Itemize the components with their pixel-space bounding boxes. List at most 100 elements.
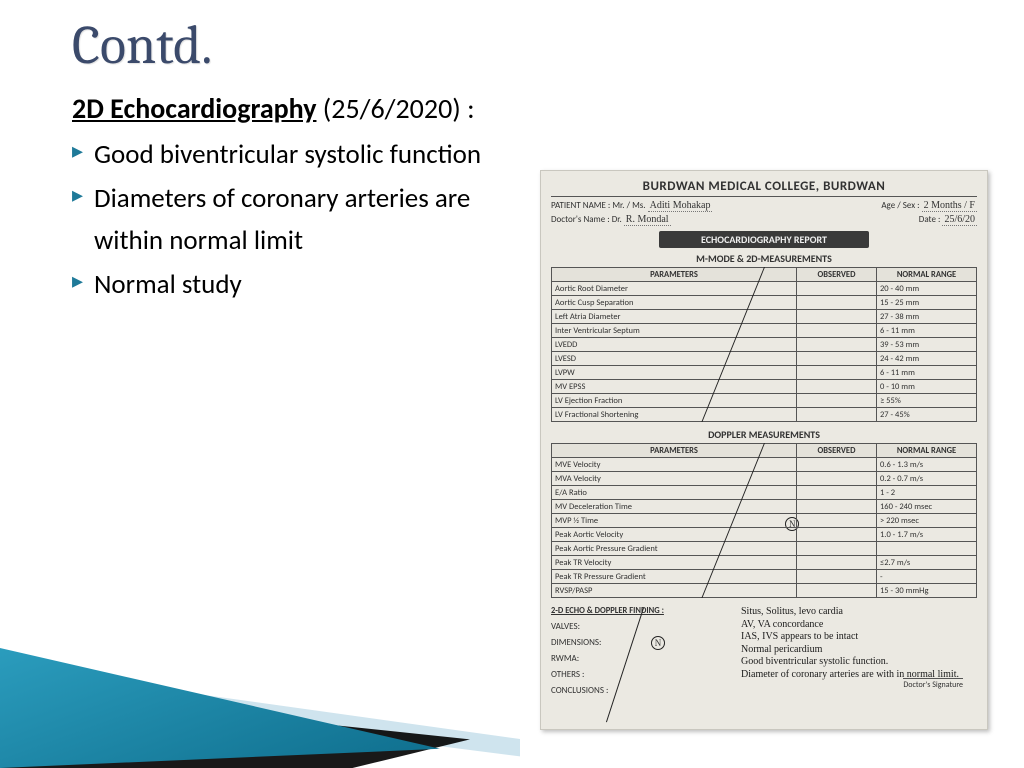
obs-cell [797,584,877,598]
obs-cell [797,296,877,310]
hand-note-line: IAS, IVS appears to be intact [741,631,971,644]
age-sex: 2 Months / F [922,200,977,212]
nr-cell: > 220 msec [877,514,977,528]
nr-cell: 39 - 53 mm [877,338,977,352]
th-obs: OBSERVED [797,268,877,282]
param-cell: Peak Aortic Pressure Gradient [552,542,797,556]
bullet-item: Normal study [72,264,502,306]
doppler-table: PARAMETERS OBSERVED NORMAL RANGE MVE Vel… [551,443,977,598]
report-date: 25/6/20 [942,214,977,226]
obs-cell [797,380,877,394]
param-cell: Peak TR Pressure Gradient [552,570,797,584]
param-cell: LVESD [552,352,797,366]
obs-cell [797,352,877,366]
table-row: LVESD 24 - 42 mm [552,352,977,366]
obs-cell [797,408,877,422]
param-cell: E/A Ratio [552,486,797,500]
table-row: LVPW6 - 11 mm [552,366,977,380]
param-cell: LVEDD [552,338,797,352]
table-row: MVE Velocity 0.6 - 1.3 m/s [552,458,977,472]
nr-cell: 6 - 11 mm [877,366,977,380]
hospital-name: BURDWAN MEDICAL COLLEGE, BURDWAN [551,179,977,197]
nr-cell: 6 - 11 mm [877,324,977,338]
obs-cell [797,570,877,584]
hand-note-line: Situs, Solitus, levo cardia [741,606,971,619]
nr-cell: 27 - 45% [877,408,977,422]
obs-cell [797,514,877,528]
nr-cell: 0.6 - 1.3 m/s [877,458,977,472]
hand-note-line: Normal pericardium [741,644,971,657]
nr-cell: 0 - 10 mm [877,380,977,394]
handwritten-notes: Situs, Solitus, levo cardiaAV, VA concor… [741,606,971,681]
obs-cell [797,528,877,542]
bullet-item: Good biventricular systolic function [72,134,502,176]
th-nr: NORMAL RANGE [877,444,977,458]
nr-cell: 15 - 25 mm [877,296,977,310]
decor-triangle-teal [0,608,440,768]
nr-cell: 1.0 - 1.7 m/s [877,528,977,542]
nr-cell: 15 - 30 mmHg [877,584,977,598]
text-column: 2D Echocardiography (25/6/2020) : Good b… [72,91,502,307]
section-mmode-title: M-MODE & 2D-MEASUREMENTS [551,252,977,265]
table-row: LV Fractional Shortening 27 - 45% [552,408,977,422]
param-cell: MVE Velocity [552,458,797,472]
table-row: MVA Velocity 0.2 - 0.7 m/s [552,472,977,486]
patient-meta-row: PATIENT NAME : Mr. / Ms. Aditi Mohakap A… [551,200,977,211]
obs-cell [797,458,877,472]
hand-note-line: AV, VA concordance [741,619,971,632]
table-row: LV Ejection Fraction≥ 55% [552,394,977,408]
obs-cell [797,338,877,352]
param-cell: LV Fractional Shortening [552,408,797,422]
bullet-list: Good biventricular systolic function Dia… [72,134,502,305]
age-label: Age / Sex : [881,200,919,211]
nr-cell: 0.2 - 0.7 m/s [877,472,977,486]
nr-cell: - [877,570,977,584]
th-obs: OBSERVED [797,444,877,458]
param-cell: MVA Velocity [552,472,797,486]
section-heading: 2D Echocardiography (25/6/2020) : [72,91,502,126]
nr-cell: 27 - 38 mm [877,310,977,324]
param-cell: RVSP/PASP [552,584,797,598]
table-row: LVEDD 39 - 53 mm [552,338,977,352]
table-row: Aortic Cusp Separation15 - 25 mm [552,296,977,310]
th-param: PARAMETERS [552,268,797,282]
obs-cell [797,310,877,324]
table-row: MVP ½ Time > 220 msec [552,514,977,528]
date-label: Date : [919,214,941,225]
param-cell: Inter Ventricular Septum [552,324,797,338]
patient-label: PATIENT NAME : Mr. / Ms. [551,200,646,211]
section-doppler-title: DOPPLER MEASUREMENTS [551,428,977,441]
th-param: PARAMETERS [552,444,797,458]
table-row: E/A Ratio1 - 2 [552,486,977,500]
param-cell: MVP ½ Time [552,514,797,528]
obs-cell [797,500,877,514]
obs-cell [797,472,877,486]
table-row: Inter Ventricular Septum 6 - 11 mm [552,324,977,338]
slide-title: Contd. [0,0,1024,77]
obs-cell [797,324,877,338]
nr-cell: ≥ 55% [877,394,977,408]
findings-block: 2-D ECHO & DOPPLER FINDING : N VALVES:DI… [551,606,977,696]
param-cell: Peak Aortic Velocity [552,528,797,542]
table-row: Peak TR Velocity≤2.7 m/s [552,556,977,570]
doctor-meta-row: Doctor's Name : Dr. R. Mondal Date : 25/… [551,214,977,225]
bullet-item: Diameters of coronary arteries are withi… [72,178,502,262]
heading-bold: 2D Echocardiography [72,91,316,126]
table-row: Peak TR Pressure Gradient - [552,570,977,584]
findings-n-mark: N [651,636,665,650]
doppler-table-wrap: N PARAMETERS OBSERVED NORMAL RANGE MVE V… [551,443,977,598]
hand-note-line: Good biventricular systolic function. [741,656,971,669]
obs-cell [797,542,877,556]
report-titlebox: ECHOCARDIOGRAPHY REPORT [659,231,869,248]
table-row: Peak Aortic Velocity 1.0 - 1.7 m/s [552,528,977,542]
nr-cell: 24 - 42 mm [877,352,977,366]
param-cell: Aortic Root Diameter [552,282,797,296]
mmode-table: PARAMETERS OBSERVED NORMAL RANGE Aortic … [551,267,977,422]
param-cell: Left Atria Diameter [552,310,797,324]
nr-cell: ≤2.7 m/s [877,556,977,570]
heading-date: (25/6/2020) : [316,91,474,126]
patient-name: Aditi Mohakap [648,200,713,212]
th-nr: NORMAL RANGE [877,268,977,282]
obs-cell [797,394,877,408]
mmode-table-wrap: PARAMETERS OBSERVED NORMAL RANGE Aortic … [551,267,977,422]
